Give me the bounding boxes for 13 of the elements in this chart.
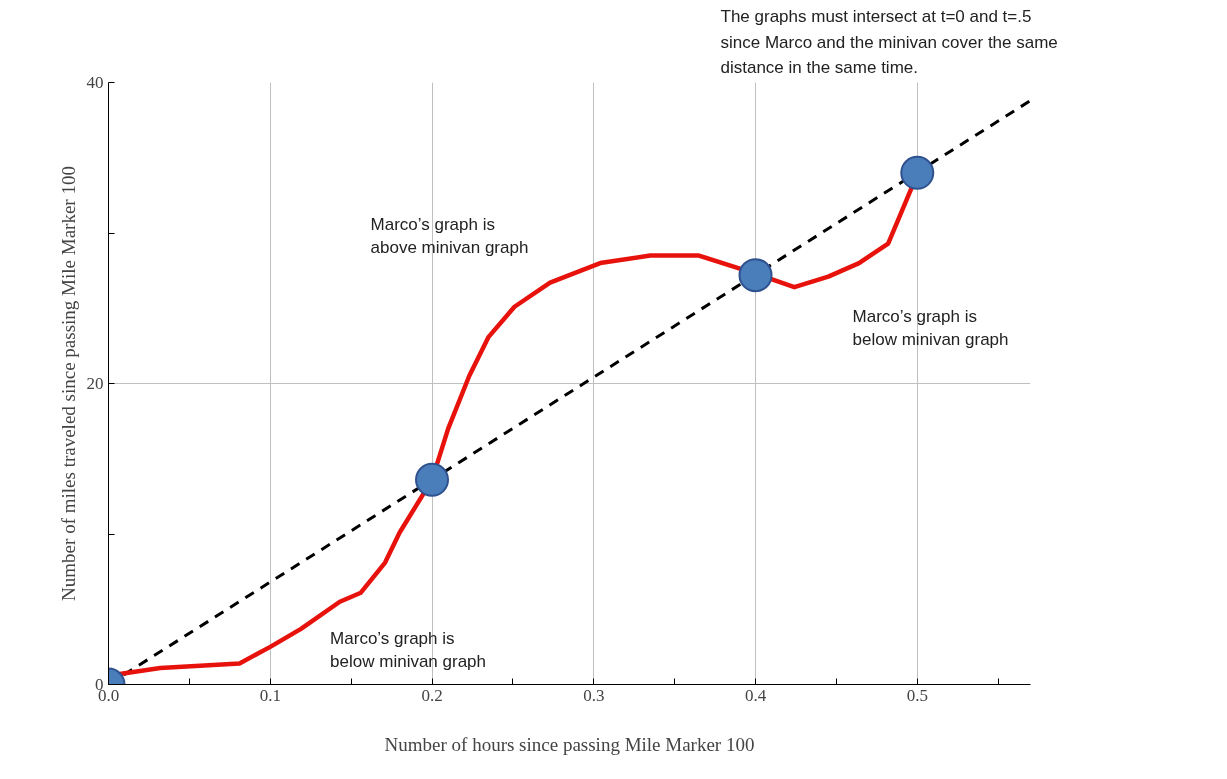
x-tick-label: 0.3 xyxy=(583,685,605,705)
annotation: Marco’s graph is below minivan graph xyxy=(330,629,487,671)
x-tick-label: 0.5 xyxy=(906,685,928,705)
annotation: Marco’s graph is above minivan graph xyxy=(370,215,529,258)
x-tick-label: 0.2 xyxy=(421,685,443,705)
text: The graphs must intersect at t=0 and t=.5 since Marco and the minivan cover the same distance in the same time. xyxy=(720,7,1058,78)
y-tick-label: 40 xyxy=(86,73,104,92)
annotation: Marco’s graph is below minivan graph xyxy=(852,307,1009,349)
x-tick-label: 0.1 xyxy=(259,685,281,705)
y-tick-label: 20 xyxy=(86,374,104,393)
x-axis-title: Number of hours since passing Mile Marker 100 xyxy=(384,733,755,755)
y-axis-title: Number of miles traveled since passing Mile Marker 100 xyxy=(57,166,79,601)
x-tick-label: 0.4 xyxy=(744,685,767,705)
